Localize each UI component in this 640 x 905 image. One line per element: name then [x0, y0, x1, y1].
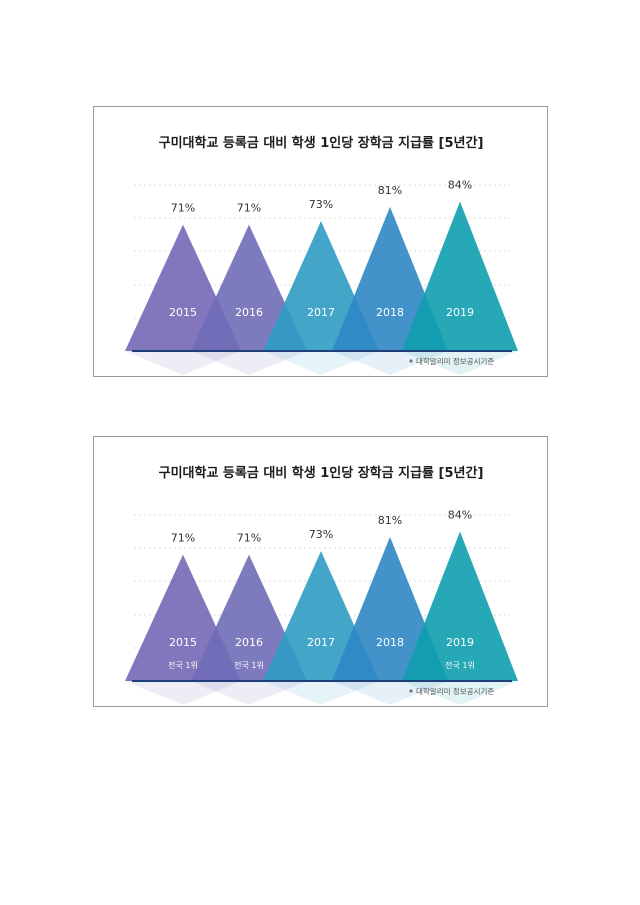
- bar-reflection: [191, 351, 307, 375]
- chart-title: 구미대학교 등록금 대비 학생 1인당 장학금 지급률 [5년간]: [159, 465, 484, 481]
- chart-panel-1: 구미대학교 등록금 대비 학생 1인당 장학금 지급률 [5년간] 71% 201…: [93, 106, 548, 377]
- bar-reflection: [332, 351, 448, 375]
- category-label-2016: 2016: [235, 306, 263, 319]
- value-label-2017: 73%: [309, 528, 333, 541]
- value-label-2016: 71%: [237, 202, 261, 215]
- category-label-2017: 2017: [307, 636, 335, 649]
- bar-reflection: [402, 351, 518, 375]
- bar-2019: [402, 531, 518, 681]
- bar-reflection: [332, 681, 448, 705]
- bar-reflection: [263, 681, 379, 705]
- rank-label-2016: 전국 1위: [234, 660, 264, 670]
- value-label-2019: 84%: [448, 508, 472, 521]
- category-label-2018: 2018: [376, 306, 404, 319]
- source-note: 대학알리미 정보공시기준: [416, 686, 494, 696]
- chart-panel-2: 구미대학교 등록금 대비 학생 1인당 장학금 지급률 [5년간] 71% 201…: [93, 436, 548, 707]
- value-label-2019: 84%: [448, 178, 472, 191]
- chart-svg-1: 구미대학교 등록금 대비 학생 1인당 장학금 지급률 [5년간] 71% 201…: [125, 135, 518, 375]
- source-note: 대학알리미 정보공시기준: [416, 356, 494, 366]
- rank-label-2015: 전국 1위: [168, 660, 198, 670]
- category-label-2017: 2017: [307, 306, 335, 319]
- chart-svg-2: 구미대학교 등록금 대비 학생 1인당 장학금 지급률 [5년간] 71% 201…: [125, 465, 518, 705]
- value-label-2016: 71%: [237, 532, 261, 545]
- bar-reflection: [263, 351, 379, 375]
- value-label-2015: 71%: [171, 532, 195, 545]
- value-label-2017: 73%: [309, 198, 333, 211]
- bar-reflection: [125, 681, 241, 705]
- category-label-2019: 2019: [446, 636, 474, 649]
- value-label-2018: 81%: [378, 514, 402, 527]
- chart-title: 구미대학교 등록금 대비 학생 1인당 장학금 지급률 [5년간]: [159, 135, 484, 151]
- bar-reflection: [125, 351, 241, 375]
- category-label-2016: 2016: [235, 636, 263, 649]
- bar-reflection: [191, 681, 307, 705]
- reflections: [125, 681, 518, 705]
- category-label-2015: 2015: [169, 306, 197, 319]
- category-label-2015: 2015: [169, 636, 197, 649]
- category-label-2018: 2018: [376, 636, 404, 649]
- reflections: [125, 351, 518, 375]
- value-label-2015: 71%: [171, 202, 195, 215]
- value-label-2018: 81%: [378, 184, 402, 197]
- note-bullet: [409, 359, 413, 363]
- rank-label-2019: 전국 1위: [445, 660, 475, 670]
- bar-reflection: [402, 681, 518, 705]
- bar-2019: [402, 201, 518, 351]
- note-bullet: [409, 689, 413, 693]
- category-label-2019: 2019: [446, 306, 474, 319]
